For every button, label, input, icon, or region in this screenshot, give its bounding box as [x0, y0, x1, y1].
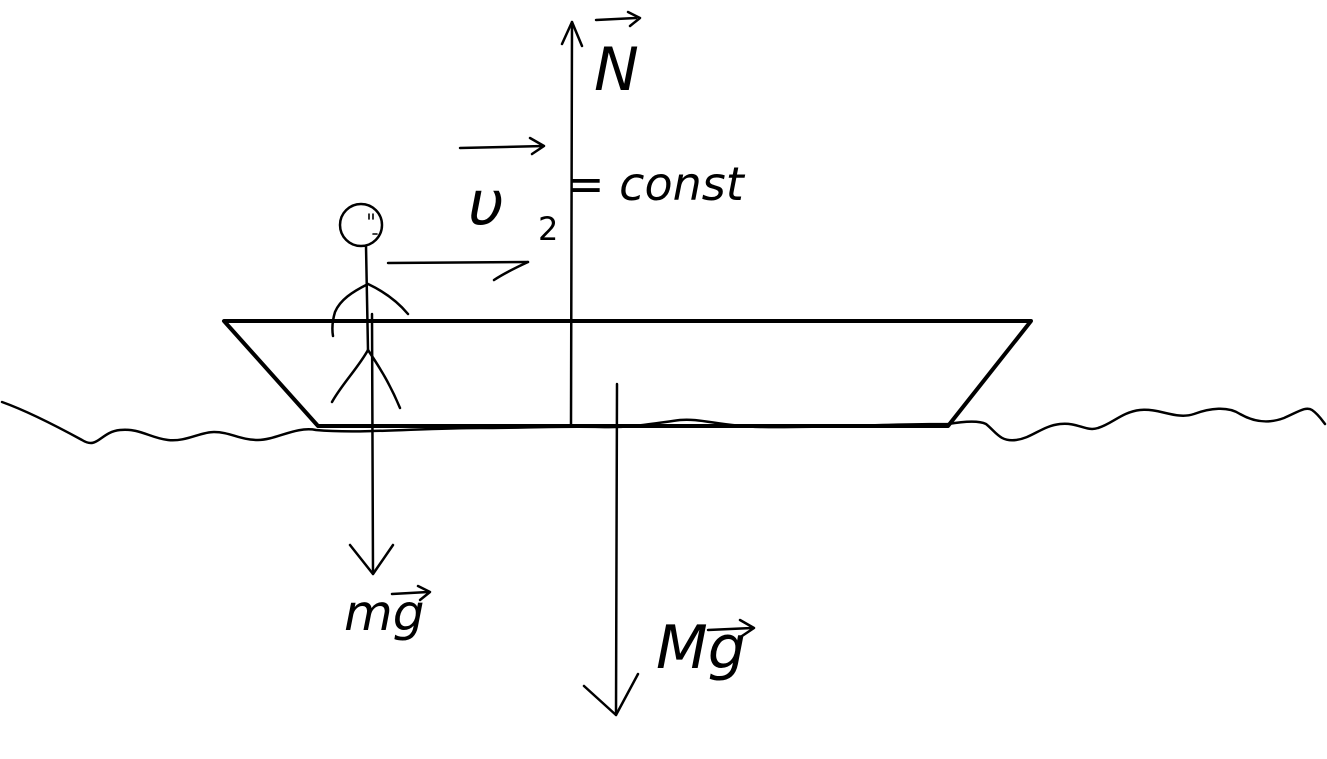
velocity-label: υ 2 = const — [458, 136, 746, 248]
person-face — [368, 213, 378, 235]
normal-force-arrow — [560, 20, 584, 428]
boat-weight-label: Mg — [656, 613, 756, 683]
boat-weight-arrow — [582, 382, 640, 717]
person-arms — [331, 282, 410, 338]
velocity-subscript: 2 — [538, 210, 558, 248]
person-weight-symbol: mg — [344, 584, 424, 642]
boat-hull — [222, 319, 1033, 428]
velocity-arrow — [386, 260, 530, 282]
boat-weight-symbol: Mg — [656, 613, 746, 683]
person-head — [338, 202, 384, 248]
normal-force-label: N — [594, 10, 642, 105]
person-body — [364, 244, 370, 352]
normal-force-symbol: N — [594, 35, 639, 105]
person-figure — [330, 202, 410, 410]
velocity-relation: = const — [566, 157, 746, 211]
water-surface — [0, 400, 1327, 445]
velocity-symbol: υ — [468, 167, 504, 240]
person-legs — [330, 348, 402, 410]
person-weight-label: mg — [344, 584, 432, 642]
person-weight-arrow — [348, 312, 395, 576]
